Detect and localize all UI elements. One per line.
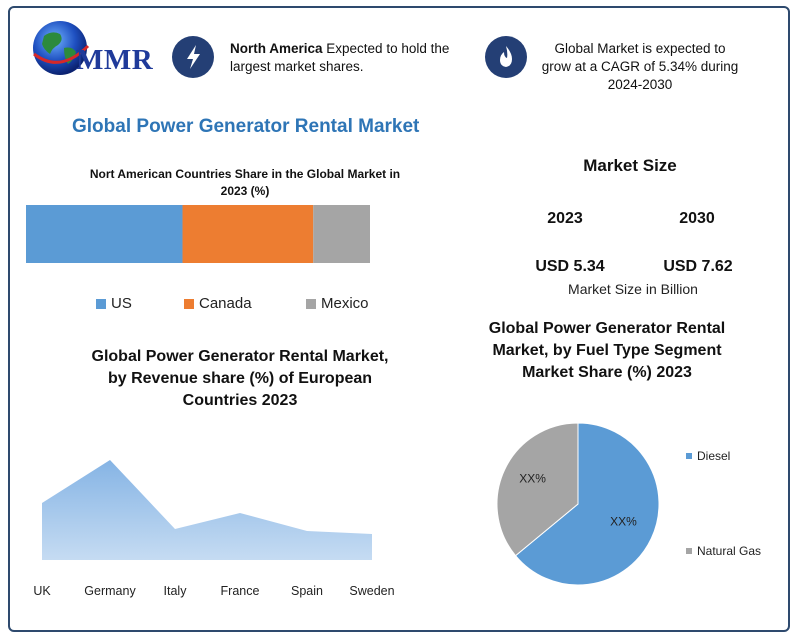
area-chart-title: Global Power Generator Rental Market, by… <box>91 348 389 409</box>
highlight-bold: North America <box>230 41 323 56</box>
pie-data-label: XX% <box>519 472 546 486</box>
globe-icon <box>33 21 90 75</box>
legend-label: Mexico <box>321 295 369 312</box>
legend-item-canada: Canada <box>184 295 252 312</box>
stacked-bar-chart <box>26 205 370 263</box>
market-size-title: Market Size <box>583 156 677 175</box>
flame-icon <box>485 36 527 78</box>
x-tick-label: Spain <box>291 584 323 598</box>
legend-swatch <box>96 299 106 310</box>
market-size-value-2030: USD 7.62 <box>663 258 733 275</box>
legend-item-natural-gas: Natural Gas <box>697 544 761 558</box>
x-tick-label: Germany <box>84 584 136 598</box>
lightning-icon <box>172 36 214 78</box>
highlight-text: Expected to hold the largest market shar… <box>230 41 450 74</box>
legend-item-diesel: Diesel <box>697 449 730 463</box>
bar-segment-mexico <box>313 205 370 263</box>
legend-swatch <box>686 453 692 459</box>
bar-segment-canada <box>182 205 314 263</box>
bar-segment-us <box>26 205 183 263</box>
legend-label: Canada <box>199 295 252 312</box>
logo-text: MMR <box>76 44 154 76</box>
main-title: Global Power Generator Rental Market <box>72 116 420 137</box>
x-tick-label: Italy <box>164 584 188 598</box>
legend-swatch <box>686 548 692 554</box>
legend-swatch <box>184 299 194 310</box>
market-size-value-2023: USD 5.34 <box>535 258 605 275</box>
pie-chart: XX% XX% Diesel Natural Gas <box>496 422 761 586</box>
bar-chart-title: Nort American Countries Share in the Glo… <box>89 167 401 198</box>
x-tick-label: UK <box>33 584 51 598</box>
pie-chart-title: Global Power Generator Rental Market, by… <box>488 320 726 381</box>
x-tick-label: Sweden <box>349 584 394 598</box>
legend-item-mexico: Mexico <box>306 295 369 312</box>
legend-label: US <box>111 295 132 312</box>
pie-slice-natural-gas <box>496 422 579 557</box>
market-size-year-2023: 2023 <box>547 210 583 227</box>
x-tick-label: France <box>221 584 260 598</box>
market-size-unit: Market Size in Billion <box>568 281 698 297</box>
pie-slice-diesel <box>514 422 660 586</box>
area-series <box>42 460 372 560</box>
area-chart: UK Germany Italy France Spain Sweden <box>33 460 395 598</box>
market-size-year-2030: 2030 <box>679 210 715 227</box>
pie-data-label: XX% <box>610 514 637 528</box>
highlight-north-america: North America Expected to hold the large… <box>230 40 470 76</box>
highlight-cagr: Global Market is expected to grow at a C… <box>541 41 739 92</box>
legend-swatch <box>306 299 316 310</box>
legend-item-us: US <box>96 295 132 312</box>
